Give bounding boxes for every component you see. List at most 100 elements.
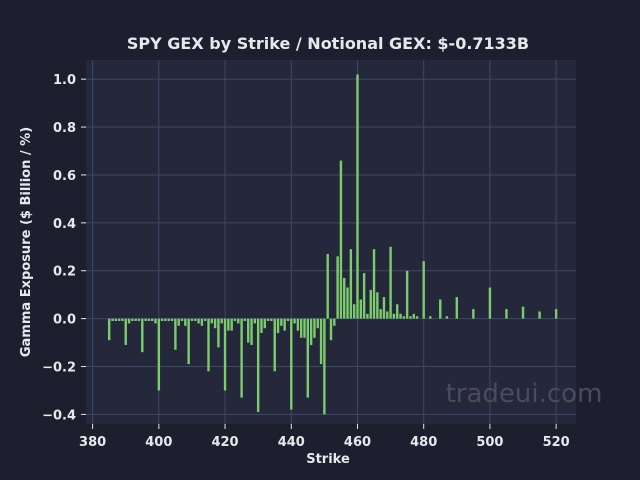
gex-bar: [329, 318, 333, 341]
gex-bar: [359, 299, 362, 319]
plot-area: [86, 60, 576, 424]
gex-bar: [230, 318, 233, 331]
gex-bar: [472, 309, 475, 319]
gex-bar: [313, 318, 316, 338]
gex-bar: [203, 318, 207, 322]
gex-bar: [316, 318, 319, 329]
gex-bar: [187, 318, 190, 365]
gex-bar: [369, 289, 372, 319]
gex-bar: [412, 313, 415, 319]
gex-bar: [157, 318, 161, 391]
gex-bar: [349, 249, 353, 319]
gex-bar: [131, 318, 134, 322]
gex-bar: [296, 318, 300, 331]
x-tick-label: 500: [476, 435, 503, 450]
gex-bar: [220, 318, 223, 324]
gex-bar: [137, 318, 141, 322]
y-tick-label: 0.6: [53, 169, 76, 184]
gex-bar: [439, 299, 442, 319]
gex-bar: [170, 318, 174, 322]
gex-bar: [240, 318, 243, 398]
y-axis-label: Gamma Exposure ($ Billion / %): [19, 127, 34, 357]
x-tick-label: 400: [145, 435, 172, 450]
gex-bar: [164, 318, 167, 322]
x-tick-label: 520: [543, 435, 570, 450]
gex-bar: [409, 316, 412, 319]
gex-bar: [339, 160, 343, 319]
gex-bar: [144, 318, 147, 322]
gex-bar: [303, 318, 306, 338]
gex-bar: [445, 316, 449, 319]
gex-bar: [210, 318, 214, 324]
gex-bar: [505, 309, 508, 319]
gex-bar: [300, 318, 303, 338]
y-tick-label: 1.0: [53, 73, 76, 88]
gex-bar: [154, 318, 157, 324]
gex-bar: [167, 318, 170, 322]
gex-bar: [141, 318, 144, 353]
gex-bar: [256, 318, 260, 413]
gex-bar: [114, 318, 117, 322]
x-tick-label: 480: [410, 435, 437, 450]
x-tick-label: 460: [344, 435, 371, 450]
gex-bar: [283, 318, 286, 331]
gex-bar: [309, 318, 313, 345]
gex-bar: [111, 318, 114, 322]
gex-bar: [117, 318, 121, 322]
gex-bar: [326, 253, 329, 319]
y-tick-label: −0.4: [42, 408, 76, 423]
gex-bar: [121, 318, 124, 322]
gex-bar: [366, 313, 369, 319]
x-tick-label: 420: [211, 435, 238, 450]
gex-bar: [306, 318, 310, 398]
x-tick-label: 440: [278, 435, 305, 450]
gex-bar: [352, 304, 356, 319]
gex-bar: [200, 318, 204, 326]
gex-bar: [107, 318, 111, 341]
gex-bar: [127, 318, 131, 324]
chart-title: SPY GEX by Strike / Notional GEX: $-0.71…: [127, 34, 529, 53]
gex-bar: [151, 318, 154, 322]
gex-bar: [346, 287, 349, 319]
tick-labels: 380 400 420 440 460 480 500 520 −0.4 −0.2 0.0 0.2 0.…: [42, 73, 570, 450]
gex-bar: [405, 270, 409, 319]
bars: [107, 74, 558, 415]
gex-bar: [194, 318, 197, 322]
gex-bar: [217, 318, 220, 348]
gex-bar: [376, 292, 379, 319]
gex-bar: [521, 306, 525, 319]
gex-bar: [237, 318, 240, 324]
gex-bar: [134, 318, 137, 322]
y-tick-label: 0.4: [53, 217, 76, 232]
gex-bar: [213, 318, 217, 329]
gex-bar: [343, 277, 346, 319]
gex-bar: [247, 318, 250, 343]
gex-bar: [250, 318, 253, 345]
gex-bar: [290, 318, 293, 410]
gex-bar: [190, 318, 194, 322]
gex-bar: [253, 318, 257, 324]
gex-bar: [263, 318, 266, 329]
gex-bar: [389, 246, 392, 319]
gex-bar: [147, 318, 151, 322]
gex-bar: [382, 297, 386, 319]
gex-bar: [233, 318, 237, 322]
gex-bar: [379, 309, 382, 319]
x-axis-label: Strike: [306, 452, 350, 467]
y-tick-label: 0.2: [53, 265, 76, 280]
gex-bar: [392, 313, 396, 319]
gex-bar: [273, 318, 276, 372]
gex-bar: [180, 318, 184, 322]
gex-bar: [160, 318, 164, 322]
gex-bar: [270, 318, 273, 322]
gex-bar: [260, 318, 263, 333]
gex-bar: [372, 249, 376, 319]
gex-bar: [333, 318, 336, 326]
gex-bar: [286, 318, 290, 322]
gex-bar: [415, 316, 419, 319]
gex-bar: [280, 318, 283, 326]
y-tick-label: 0.8: [53, 121, 76, 136]
gex-bar: [184, 318, 187, 326]
gex-bar: [386, 311, 389, 319]
